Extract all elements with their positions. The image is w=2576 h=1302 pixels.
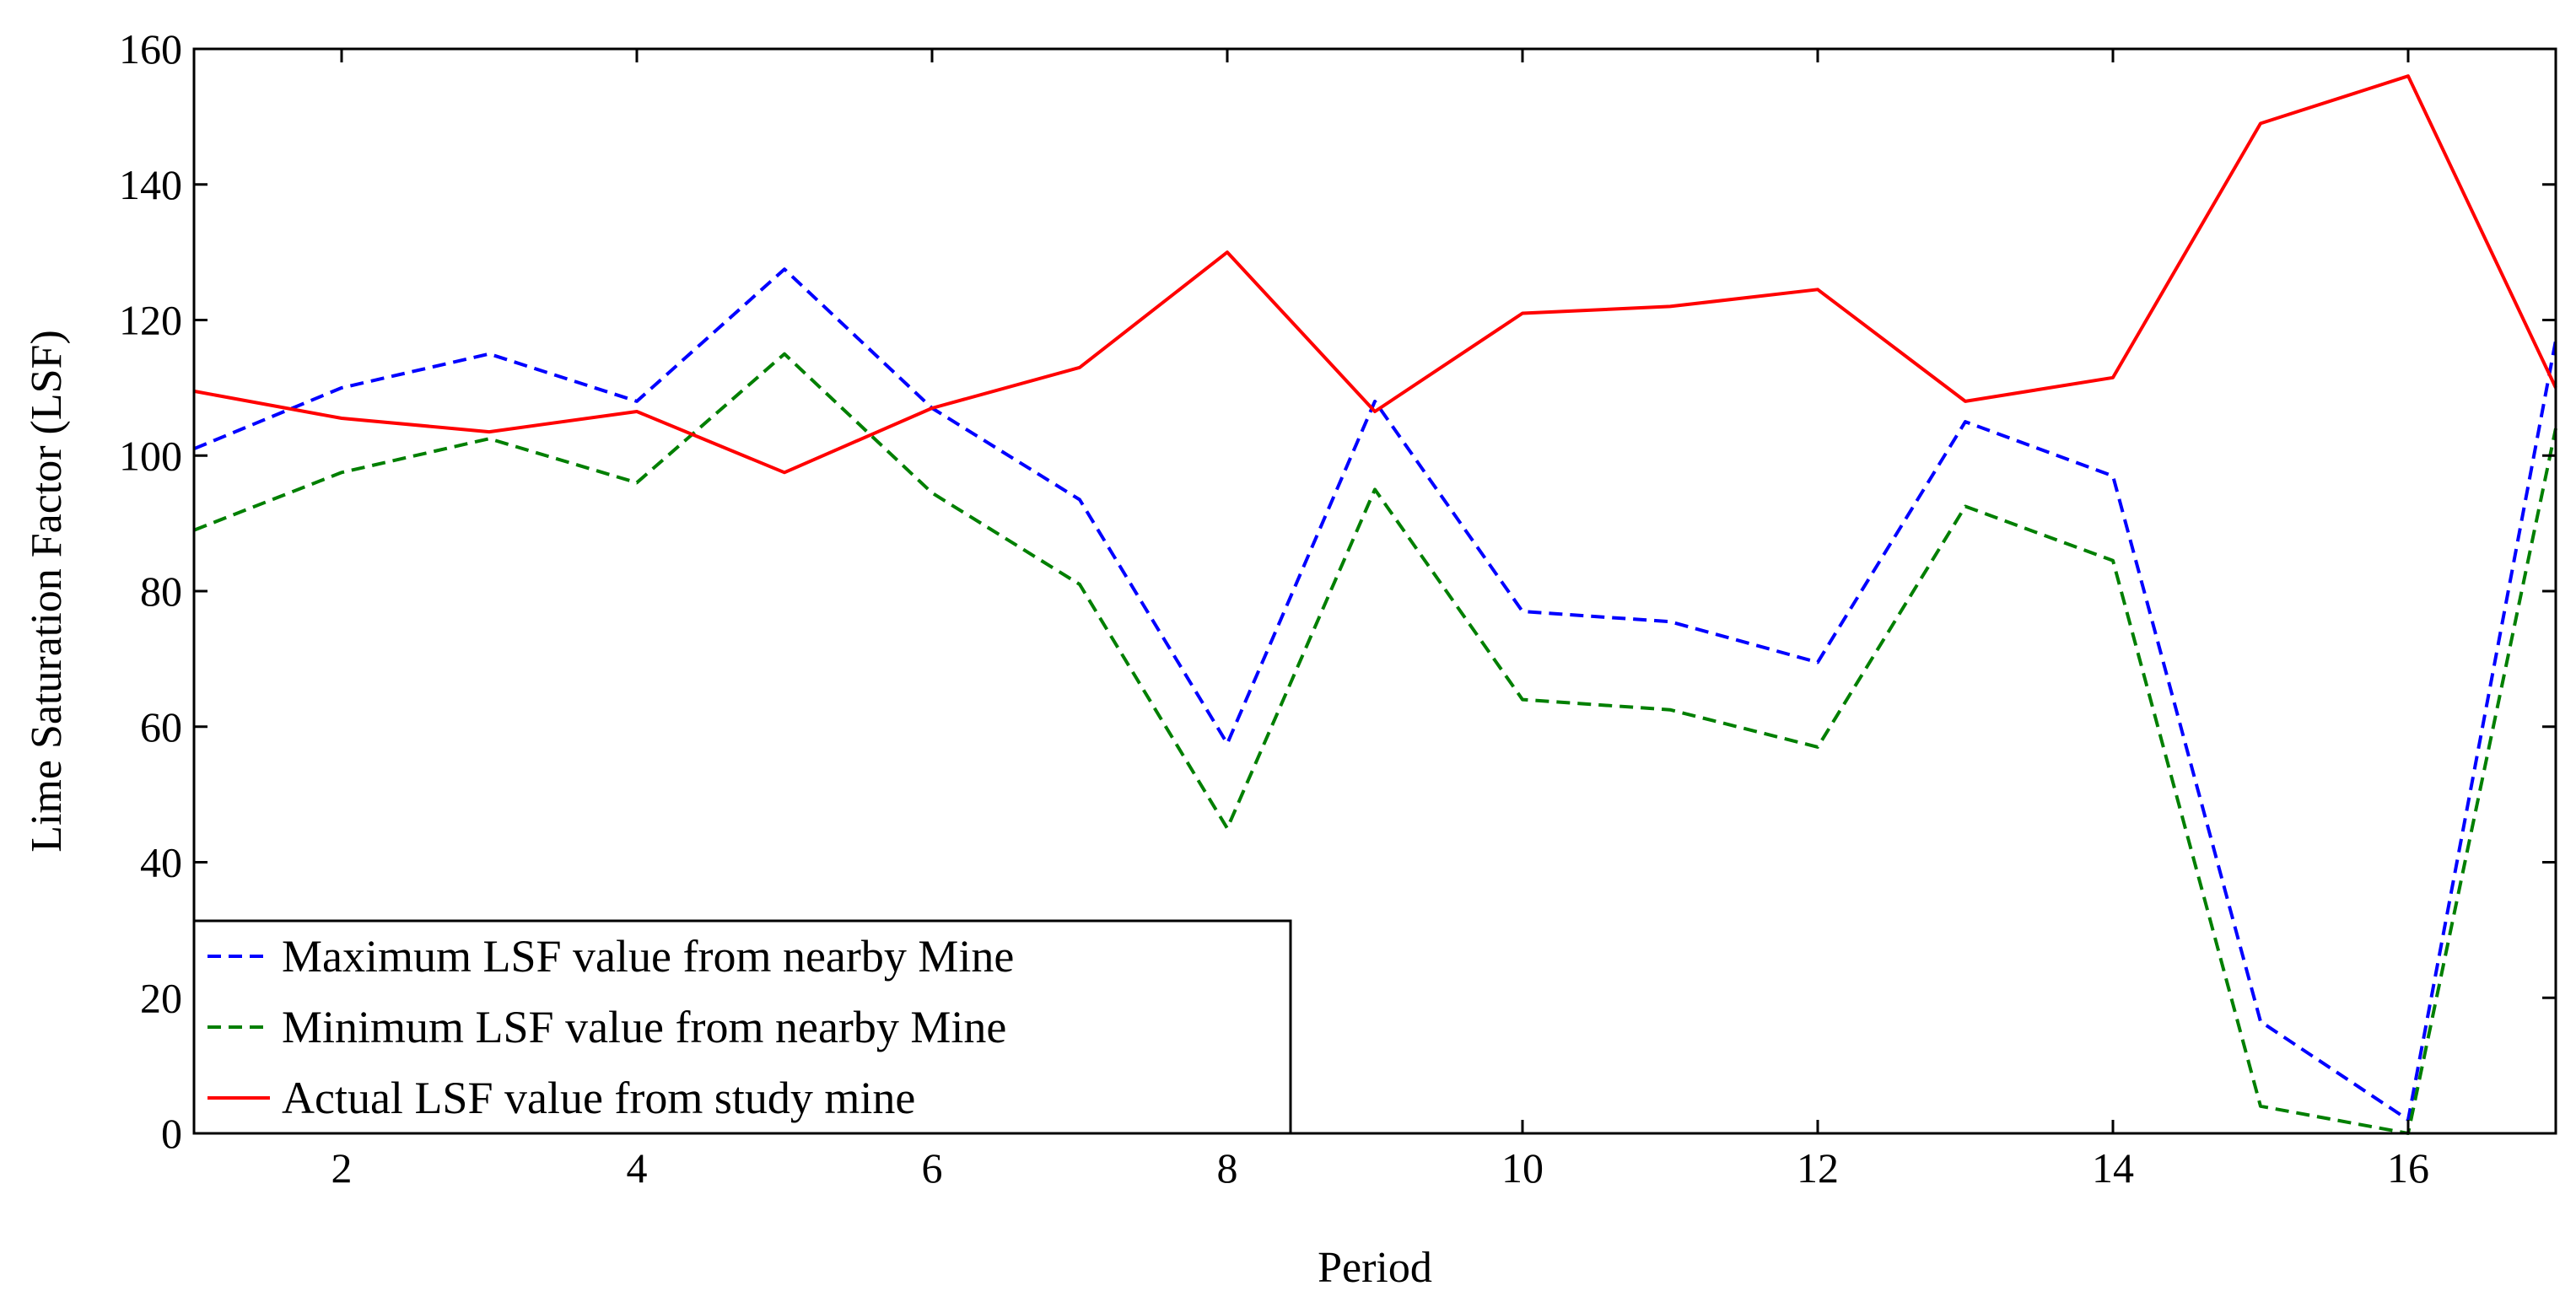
legend-label-3: Actual LSF value from study mine: [282, 1073, 915, 1123]
y-tick-label: 160: [119, 25, 182, 73]
y-tick-label: 100: [119, 432, 182, 479]
x-tick-label: 16: [2387, 1144, 2429, 1192]
y-tick-label: 0: [161, 1110, 182, 1157]
y-tick-label: 140: [119, 161, 182, 208]
x-tick-label: 4: [627, 1144, 648, 1192]
y-tick-label: 40: [140, 839, 182, 886]
x-axis-title: Period: [1318, 1244, 1432, 1292]
legend: Maximum LSF value from nearby Mine Minimu…: [192, 919, 1292, 1135]
y-tick-label: 120: [119, 297, 182, 344]
x-tick-label: 2: [331, 1144, 353, 1192]
legend-entries: Maximum LSF value from nearby Mine Minimu…: [207, 931, 1014, 1123]
x-tick-label: 14: [2092, 1144, 2134, 1192]
legend-box: [192, 919, 1292, 1135]
y-tick-label: 60: [140, 703, 182, 751]
legend-label-2: Minimum LSF value from nearby Mine: [282, 1002, 1006, 1052]
x-tick-label: 12: [1797, 1144, 1839, 1192]
x-tick-label: 10: [1501, 1144, 1544, 1192]
series-layer: [193, 74, 2557, 1135]
x-tick-label: 8: [1217, 1144, 1238, 1192]
series-line-1: [193, 267, 2557, 1122]
y-tick-label: 20: [140, 974, 182, 1021]
y-axis-title: Lime Saturation Factor (LSF): [23, 330, 71, 853]
series-line-2: [193, 352, 2557, 1135]
legend-label-1: Maximum LSF value from nearby Mine: [282, 931, 1014, 982]
x-tick-label: 6: [922, 1144, 943, 1192]
series-line-3: [193, 74, 2557, 475]
y-tick-label: 80: [140, 568, 182, 615]
